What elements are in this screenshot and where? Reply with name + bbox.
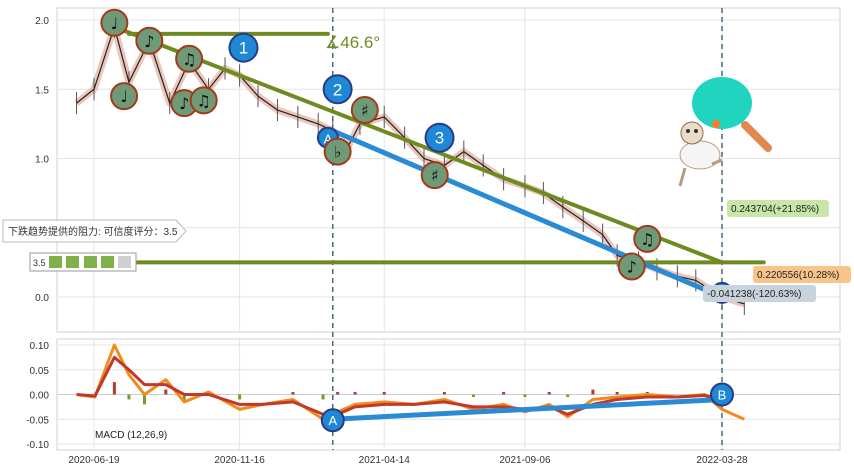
xtick-label: 2021-04-14 <box>359 455 411 466</box>
macd-histogram-bar <box>547 392 551 395</box>
note-marker-circle <box>323 137 352 166</box>
macd-histogram-bar <box>164 389 168 395</box>
macd-wave-label-circle <box>320 408 345 433</box>
mid-annotation: 0.220556(10.28%) <box>753 266 851 283</box>
price-ytick-label: 1.5 <box>35 85 49 96</box>
trend-line <box>330 128 725 300</box>
wave-label-text: 1 <box>239 39 248 58</box>
gain-annotation-text: 0.243704(+21.85%) <box>731 204 819 215</box>
wave-label-circle <box>424 122 455 153</box>
note-marker-circle <box>175 44 204 73</box>
loss-annotation-text: -0.041238(-120.63%) <box>707 289 802 300</box>
macd-ytick-label: 0.10 <box>30 341 50 352</box>
mid-annotation-text: 0.220556(10.28%) <box>757 270 839 281</box>
macd-ytick-label: 0.05 <box>30 366 50 377</box>
macd-histogram-bar <box>472 394 476 397</box>
wave-label-text: A <box>324 132 333 147</box>
macd-histogram-bar <box>127 394 131 400</box>
wave-label-text: 2 <box>333 80 342 99</box>
resistance-text: 下跌趋势提供的阻力: 可信度评分：3.5 <box>8 225 178 238</box>
note-marker-circle <box>633 224 662 253</box>
price-ytick-label: 2.0 <box>35 16 49 27</box>
note-marker-circle <box>350 96 379 125</box>
macd-histogram-bar <box>502 392 506 395</box>
macd-ytick-label: -0.10 <box>26 440 49 451</box>
macd-histogram-bar <box>523 394 527 397</box>
macd-histogram-bar <box>142 394 146 405</box>
signal-line <box>76 355 723 416</box>
note-marker-glyph: ♫ <box>182 50 196 69</box>
macd-histogram-bar <box>321 394 325 400</box>
note-marker-glyph: ♯ <box>431 166 439 185</box>
note-marker-glyph: ♭ <box>334 143 342 162</box>
macd-histogram-bar <box>182 394 186 402</box>
macd-ytick-label: 0.00 <box>30 391 50 402</box>
macd-histogram-bar <box>566 394 570 397</box>
macd-histogram-bar <box>591 389 595 395</box>
note-marker-circle <box>617 252 646 281</box>
note-marker-circle <box>110 82 139 111</box>
price-ytick-label: 1.0 <box>35 155 49 166</box>
macd-histogram-bar <box>382 392 386 395</box>
resistance-callout: 下跌趋势提供的阻力: 可信度评分：3.5 <box>2 219 187 243</box>
note-marker-glyph: ♩ <box>111 14 119 33</box>
macd-histogram-bar <box>353 392 357 395</box>
note-marker-glyph: ♪ <box>179 94 189 113</box>
macd-ytick-label: -0.05 <box>26 415 49 426</box>
rating-box: 3.5 <box>29 252 137 272</box>
note-marker-circle <box>420 161 449 190</box>
note-marker-glyph: ♪ <box>627 258 637 277</box>
gain-annotation: 0.243704(+21.85%) <box>727 200 829 217</box>
wave-label-text: 3 <box>435 129 444 148</box>
dog-icon <box>678 121 723 187</box>
xtick-label: 2022-03-28 <box>696 455 748 466</box>
macd-histogram-bar <box>442 392 446 395</box>
price-panel: 123AB♩♪♩♫♪♫♭♯♯♫♪ <box>53 8 766 450</box>
note-marker-circle <box>189 86 218 115</box>
rating-value: 3.5 <box>33 258 46 268</box>
note-marker-glyph: ♫ <box>197 91 211 110</box>
macd-wave-label-circle <box>710 382 734 407</box>
wave-label-circle <box>322 74 353 105</box>
xtick-label: 2020-06-19 <box>68 455 120 466</box>
trend-line <box>112 24 724 265</box>
note-marker-glyph: ♪ <box>144 32 154 51</box>
macd-histogram-bar <box>615 392 619 395</box>
macd-trend-line <box>332 396 723 422</box>
xtick-label: 2021-09-06 <box>499 455 551 466</box>
xtick-label: 2020-11-16 <box>214 455 265 466</box>
note-marker-glyph: ♩ <box>120 87 128 106</box>
macd-histogram-bar <box>238 394 242 400</box>
macd-histogram-bar <box>291 392 295 395</box>
note-marker-glyph: ♯ <box>361 101 369 120</box>
note-marker-glyph: ♫ <box>640 230 654 249</box>
trend-angle-label: ∡46.6° <box>325 33 380 52</box>
price-ytick-label: 0.0 <box>35 293 49 304</box>
macd-title: MACD (12,26,9) <box>95 430 167 441</box>
macd-panel: AB <box>57 343 840 433</box>
macd-histogram-bar <box>112 382 116 395</box>
wave-label-circle <box>228 32 259 63</box>
note-marker-circle <box>100 8 129 37</box>
note-marker-circle <box>135 26 164 55</box>
macd-wave-label-text: A <box>328 413 337 428</box>
macd-wave-label-text: B <box>718 388 727 403</box>
ping-pong-paddle-icon <box>692 77 772 152</box>
loss-annotation: -0.041238(-120.63%) <box>703 285 816 302</box>
macd-histogram-bar <box>336 392 340 395</box>
